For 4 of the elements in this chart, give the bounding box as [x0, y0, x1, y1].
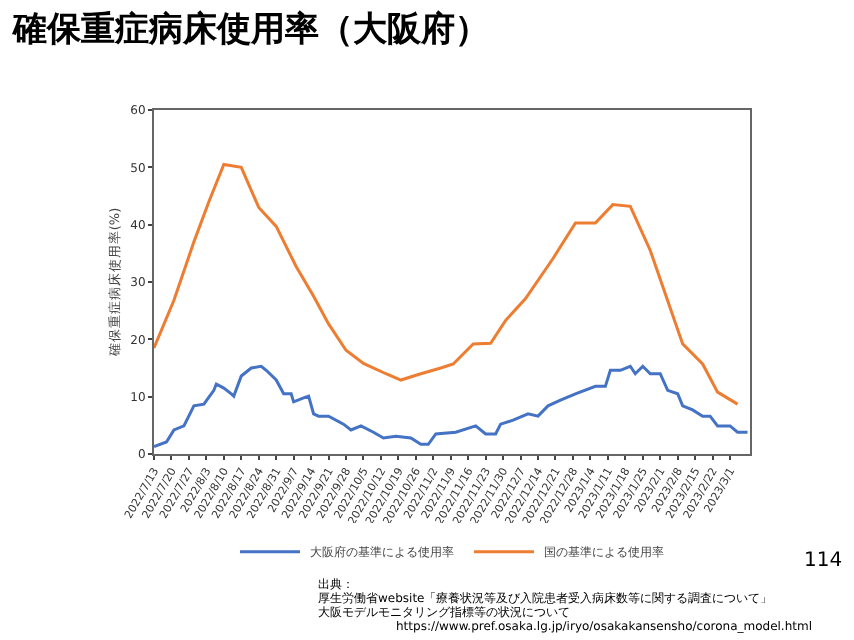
line-series: [154, 364, 749, 449]
text: 114: [804, 550, 843, 572]
chart-title: 確保重症病床使用率（大阪府）: [10, 9, 489, 50]
line-series: [154, 162, 740, 406]
